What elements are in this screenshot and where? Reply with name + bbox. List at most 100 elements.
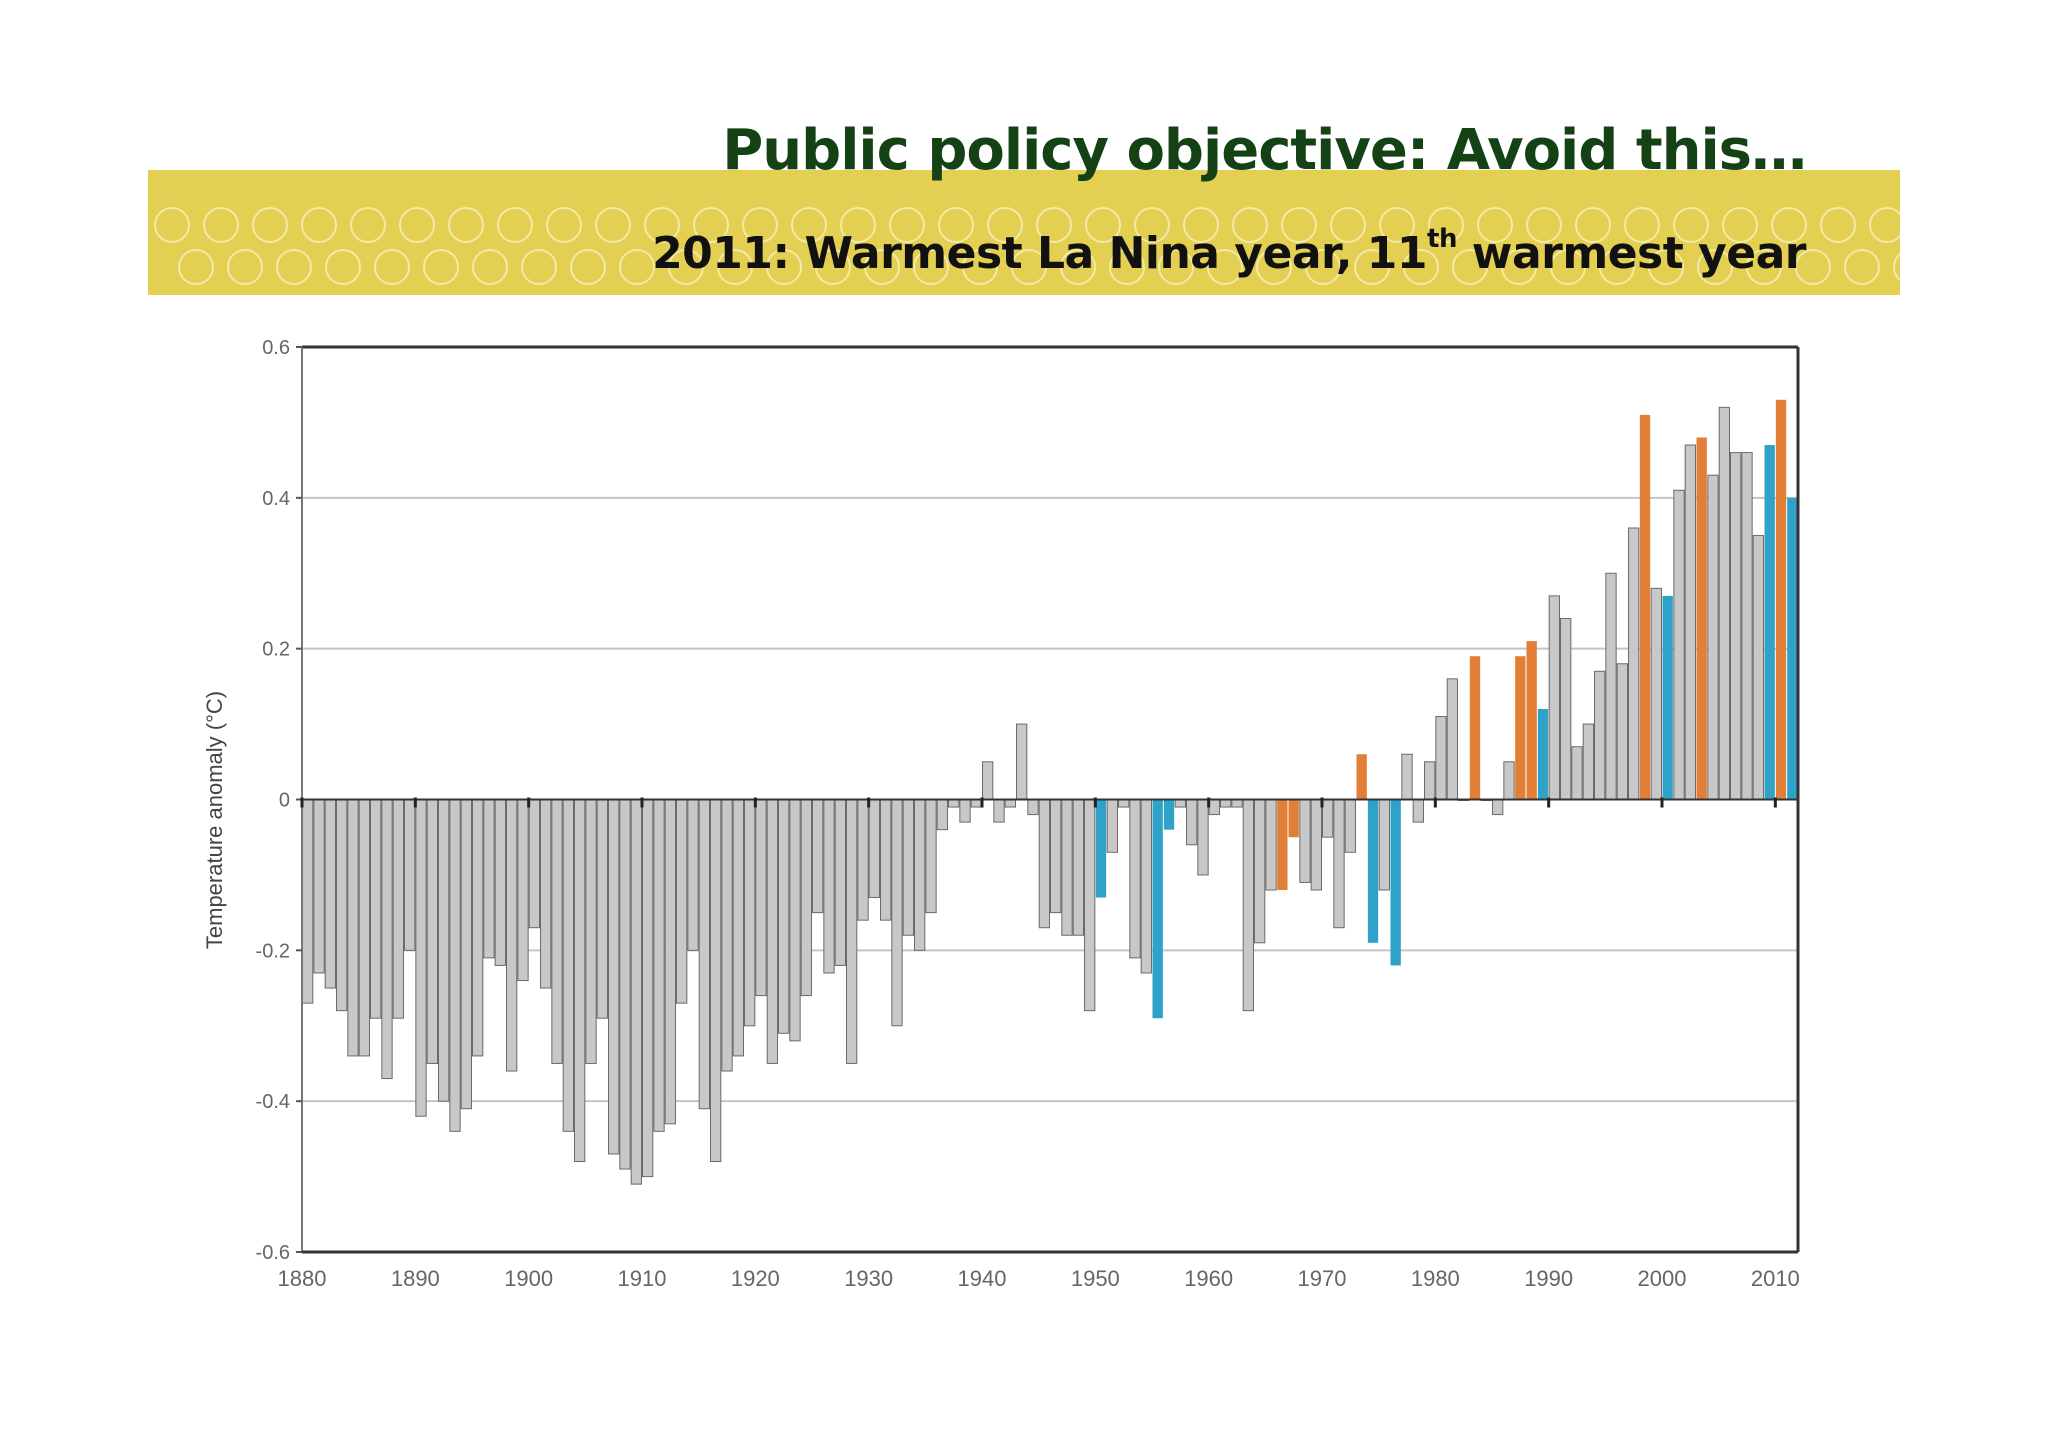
bar-1972 (1344, 799, 1356, 853)
bar-1986 (1503, 761, 1515, 800)
bar-1897 (494, 799, 506, 966)
bar-1896 (483, 799, 495, 959)
bar-2000 (1662, 595, 1673, 800)
bar-1979 (1424, 761, 1436, 800)
banner-pattern-circle (840, 207, 876, 243)
bar-1999 (1650, 587, 1662, 801)
banner-pattern-circle (1820, 207, 1856, 243)
x-tick-label: 1930 (844, 1266, 893, 1291)
bar-1930 (868, 799, 881, 899)
bar-1938 (959, 799, 971, 823)
bar-2002 (1684, 444, 1696, 801)
banner-pattern-circle (1648, 249, 1684, 285)
subtitle-rest: warmest year (1456, 228, 1807, 279)
x-tick-label: 1920 (731, 1266, 780, 1291)
bar-1978 (1412, 799, 1424, 823)
bar-1976 (1390, 799, 1401, 966)
banner-pattern (154, 207, 1900, 285)
bar-1884 (347, 799, 359, 1057)
banner-pattern-circle (1722, 207, 1758, 243)
banner-pattern-circle (1256, 249, 1292, 285)
banner-pattern-circle (693, 207, 729, 243)
bar-1987 (1515, 656, 1526, 800)
bar-1922 (778, 799, 790, 1034)
banner-pattern-circle (1158, 249, 1194, 285)
banner-pattern-circle (644, 207, 680, 243)
y-tick-label: -0.4 (256, 1091, 290, 1113)
bar-1883 (336, 799, 348, 1012)
banner-pattern-circle (864, 249, 900, 285)
bar-1908 (619, 799, 631, 1170)
banner-pattern-circle (1795, 249, 1831, 285)
bar-1998 (1639, 414, 1651, 800)
y-axis-label: Temperature anomaly (°C) (202, 691, 227, 949)
banner-pattern-circle (1011, 249, 1047, 285)
banner-pattern-circle (1281, 207, 1317, 243)
bar-1881 (313, 799, 325, 974)
bar-1928 (846, 799, 858, 1064)
bar-1910 (642, 799, 654, 1178)
banner-pattern-circle (1354, 249, 1390, 285)
banner-pattern-circle (203, 207, 239, 243)
banner-pattern-circle (1893, 252, 1900, 282)
bar-1962 (1231, 799, 1243, 808)
bar-1905 (585, 799, 597, 1064)
bar-1939 (970, 799, 983, 808)
bar-1997 (1628, 527, 1640, 800)
banner-pattern-circle (178, 249, 214, 285)
y-tick-label: -0.6 (256, 1242, 290, 1264)
bar-1919 (744, 799, 756, 1027)
banner-pattern-circle (521, 249, 557, 285)
bar-1961 (1220, 799, 1232, 808)
banner-pattern-circle (1085, 207, 1121, 243)
slide-title: Public policy objective: Avoid this… (722, 118, 1807, 183)
x-tick-label: 1900 (504, 1266, 553, 1291)
bar-1956 (1163, 799, 1175, 830)
bar-1959 (1197, 799, 1209, 876)
bar-1895 (472, 799, 484, 1057)
banner-pattern-circle (962, 249, 998, 285)
bar-1980 (1435, 716, 1447, 800)
banner-pattern-circle (1305, 249, 1341, 285)
banner-pattern-circle (1869, 207, 1900, 243)
bar-1991 (1560, 618, 1572, 800)
y-tick-label: -0.2 (256, 940, 290, 962)
banner-pattern-circle (717, 249, 753, 285)
bar-1934 (914, 799, 926, 951)
x-tick-label: 1960 (1184, 1266, 1233, 1291)
bar-2010 (1775, 399, 1787, 800)
bar-1970 (1322, 799, 1334, 838)
bar-1931 (880, 799, 892, 921)
bar-2003 (1696, 437, 1707, 800)
bar-1952 (1118, 799, 1130, 808)
banner-pattern-circle (252, 207, 288, 243)
bar-2009 (1764, 445, 1775, 800)
banner-pattern-circle (374, 249, 410, 285)
subtitle-main: 2011: Warmest La Nina year, 11 (652, 228, 1428, 279)
banner-pattern-circle (1330, 207, 1366, 243)
bar-1913 (676, 799, 688, 1004)
bar-1888 (392, 799, 405, 1019)
bar-1891 (426, 799, 439, 1064)
x-tick-label: 1980 (1411, 1266, 1460, 1291)
bar-1992 (1571, 746, 1583, 801)
bar-1926 (823, 799, 835, 974)
x-tick-label: 1890 (391, 1266, 440, 1291)
x-tick-label: 1970 (1298, 1266, 1347, 1291)
bar-1924 (800, 799, 813, 997)
bar-1937 (948, 799, 960, 808)
banner-pattern-circle (546, 207, 582, 243)
bar-1955 (1152, 799, 1163, 1019)
banner-pattern-circle (276, 249, 312, 285)
bar-1906 (596, 799, 608, 1019)
bar-1950 (1095, 799, 1107, 898)
banner-pattern-circle (1403, 249, 1439, 285)
bar-1901 (540, 799, 552, 989)
banner-pattern-circle (448, 207, 484, 243)
bar-1935 (925, 799, 937, 914)
bar-1904 (574, 799, 586, 1162)
bar-1990 (1548, 595, 1560, 800)
bar-1977 (1401, 753, 1413, 800)
bar-1911 (653, 799, 665, 1132)
grid-lines (302, 496, 1798, 1103)
